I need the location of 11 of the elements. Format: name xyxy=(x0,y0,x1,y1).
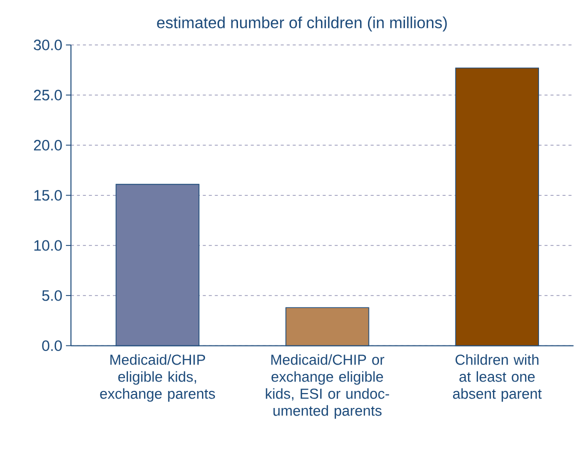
y-tick-label: 30.0 xyxy=(34,40,62,50)
y-tick-label: 5.0 xyxy=(42,290,62,302)
chart-title: estimated number of children (in millions) xyxy=(157,16,447,32)
y-tick-label: 25.0 xyxy=(34,90,62,101)
x-tick-label: Medicaid/CHIP or exchange eligible kids, ESI or undoc-umented parents xyxy=(266,354,390,419)
y-tick-label: 0.0 xyxy=(42,340,62,352)
x-tick-label: Medicaid/CHIP eligible kids, exchange parents xyxy=(100,354,215,402)
y-tick-label: 10.0 xyxy=(34,240,62,251)
x-tick-label: Children with at least one absent parent xyxy=(453,354,542,402)
y-tick-label: 20.0 xyxy=(34,140,62,151)
y-tick-label: 15.0 xyxy=(34,190,62,201)
